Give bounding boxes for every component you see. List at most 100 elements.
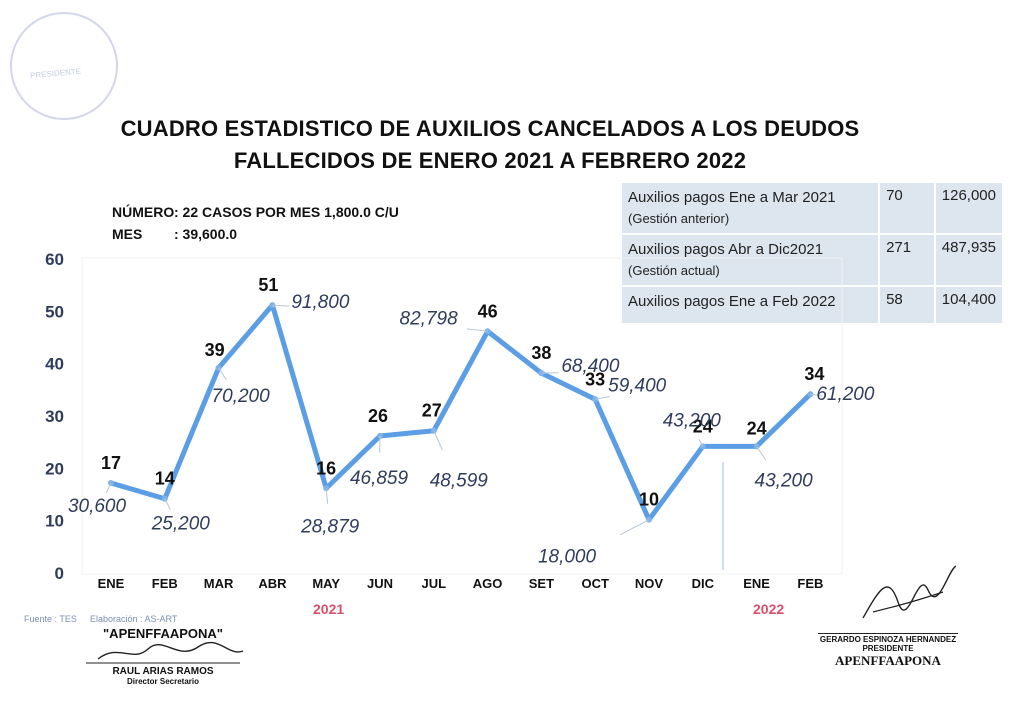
x-tick-label: SET [529, 576, 554, 591]
data-label: 46 [478, 301, 498, 321]
row-label: Auxilios pagos Ene a Mar 2021 [628, 189, 836, 206]
data-label: 26 [368, 406, 388, 426]
row-sub: (Gestión anterior) [628, 211, 730, 226]
row-sub: (Gestión actual) [628, 263, 720, 278]
amount-label: 43,200 [755, 470, 814, 491]
info-mes-value: : 39,600.0 [174, 226, 238, 242]
amount-label: 28,879 [300, 516, 360, 537]
data-label: 39 [205, 340, 225, 360]
info-mes: MES : 39,600.0 [112, 226, 237, 242]
table-cell-amount: 104,400 [941, 291, 996, 308]
data-label: 51 [258, 275, 278, 295]
data-label: 14 [155, 469, 175, 489]
stamp-seal: PRESIDENTE [10, 12, 118, 120]
amount-label: 43,200 [663, 410, 722, 431]
chart-title-line2: FALLECIDOS DE ENERO 2021 A FEBRERO 2022 [233, 148, 747, 173]
y-tick-label: 10 [45, 512, 64, 531]
amount-leader [218, 367, 227, 381]
info-numero-value: : 22 CASOS POR MES 1,800.0 C/U [174, 204, 399, 220]
amount-label: 18,000 [538, 547, 597, 568]
table-cell-label: Auxilios pagos Ene a Feb 2022 [622, 287, 881, 323]
y-tick-label: 0 [55, 564, 64, 583]
table-cell-label: Auxilios pagos Ene a Mar 2021 (Gestión an… [622, 183, 881, 233]
y-tick-label: 40 [45, 355, 64, 374]
info-mes-label: MES [112, 226, 143, 242]
table-row: Auxilios pagos Ene a Feb 2022 58 104,400 [622, 287, 1002, 323]
series-line [108, 302, 813, 523]
table-cell-amount: 126,000 [941, 187, 996, 204]
table-cell-count: 70 [880, 183, 936, 233]
table-cell-count: 58 [880, 287, 936, 323]
y-tick-label: 30 [45, 407, 64, 426]
x-tick-label: ENE [743, 576, 770, 591]
amount-label: 61,200 [816, 384, 875, 405]
amount-leader [810, 393, 823, 397]
amount-label: 82,798 [400, 308, 459, 329]
amount-label: 59,400 [608, 375, 667, 396]
handwritten-signature-left [86, 641, 244, 664]
data-label: 17 [101, 453, 121, 473]
info-numero: NÚMERO: 22 CASOS POR MES 1,800.0 C/U [112, 204, 399, 220]
amount-leader [756, 446, 767, 461]
data-label: 34 [804, 364, 824, 384]
y-tick-label: 60 [45, 250, 64, 269]
signature-right: GERARDO ESPINOZA HERNANDEZ PRESIDENTE AP… [818, 562, 958, 669]
amount-leader [698, 439, 704, 447]
y-tick-label: 50 [45, 302, 64, 321]
amount-leader [325, 488, 329, 504]
signature-left: "APENFFAAPONA" RAUL ARIAS RAMOS Director… [78, 626, 248, 686]
data-label: 10 [639, 490, 659, 510]
x-tick-label: JUN [367, 576, 393, 591]
amount-label: 70,200 [212, 386, 271, 407]
amount-leader [272, 304, 290, 307]
signature-left-name: RAUL ARIAS RAMOS [112, 666, 214, 677]
data-label: 24 [747, 418, 767, 438]
signature-left-role: Director Secretario [126, 677, 200, 686]
summary-table: Auxilios pagos Ene a Mar 2021 (Gestión an… [622, 183, 1002, 323]
data-label: 24 [693, 416, 713, 436]
amount-leader [164, 498, 171, 510]
amount-label: 91,800 [291, 292, 350, 313]
amount-leader [433, 430, 444, 451]
row-label: Auxilios pagos Abr a Dic2021 [628, 241, 824, 258]
amount-leader [620, 519, 650, 536]
row-label: Auxilios pagos Ene a Feb 2022 [628, 293, 836, 310]
signature-right-name: GERARDO ESPINOZA HERNANDEZ [818, 633, 958, 644]
chart-title-line1: CUADRO ESTADISTICO DE AUXILIOS CANCELADO… [120, 116, 860, 141]
table-row: Auxilios pagos Abr a Dic2021 (Gestión act… [622, 235, 1002, 287]
table-cell-label: Auxilios pagos Abr a Dic2021 (Gestión act… [622, 235, 881, 285]
amount-label: 48,599 [430, 471, 489, 492]
x-tick-label: NOV [635, 576, 664, 591]
signature-right-role: PRESIDENTE [862, 644, 914, 653]
x-tick-label: JUL [422, 576, 447, 591]
footer-elaboration: Elaboración : AS-ART [90, 614, 178, 624]
amount-leader [466, 328, 488, 332]
footer-source: Fuente : TES [24, 614, 77, 624]
y-tick-label: 20 [45, 459, 64, 478]
amount-leader [105, 482, 112, 494]
data-label: 16 [316, 458, 336, 478]
amount-label: 46,859 [350, 468, 409, 489]
info-numero-label: NÚMERO [112, 204, 175, 220]
x-tick-label: ABR [258, 576, 287, 591]
x-tick-label: MAR [204, 576, 234, 591]
signature-right-org: APENFFAAPONA [835, 653, 941, 668]
signature-left-org: "APENFFAAPONA" [103, 626, 223, 641]
table-cell-amount: 487,935 [941, 239, 996, 256]
data-label: 38 [531, 343, 551, 363]
x-tick-label: MAY [312, 576, 340, 591]
table-cell-count: 271 [880, 235, 936, 285]
x-tick-label: ENE [98, 576, 125, 591]
amount-leader [595, 396, 610, 400]
table-row: Auxilios pagos Ene a Mar 2021 (Gestión an… [622, 183, 1002, 235]
handwritten-signature-right [862, 565, 957, 619]
x-tick-label: AGO [473, 576, 503, 591]
x-tick-label: OCT [581, 576, 609, 591]
x-tick-label: DIC [692, 576, 715, 591]
amount-label: 30,600 [68, 496, 127, 517]
amount-label: 68,400 [561, 356, 620, 377]
amount-label: 25,200 [151, 514, 211, 535]
x-tick-label: FEB [152, 576, 178, 591]
x-tick-label: FEB [797, 576, 823, 591]
